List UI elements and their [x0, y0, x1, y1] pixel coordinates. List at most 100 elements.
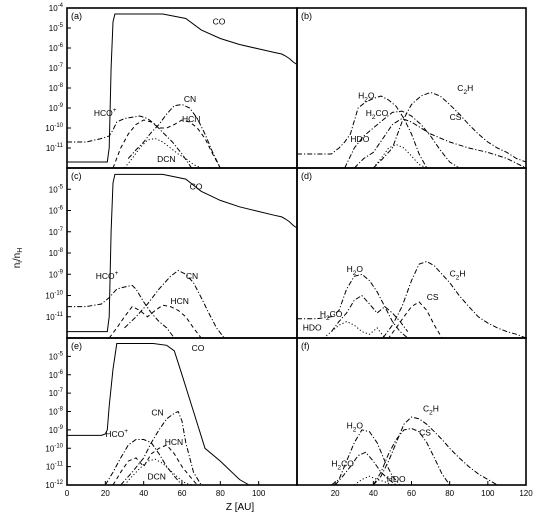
- series-h2co-line: [334, 451, 404, 486]
- series-hco-line: [67, 284, 175, 339]
- panel-c: (c) 10-5 10-6 10-7 10-8 10-9 10-10 10-11 CO CN HCN…: [45, 167, 298, 339]
- series-hdo-line: [372, 143, 428, 169]
- annotation-cs: CS: [419, 427, 431, 437]
- panel-label: (d): [301, 171, 312, 181]
- series-h2co-line: [331, 294, 409, 332]
- panel-label: (a): [71, 11, 82, 21]
- y-tick-label: 10-7: [49, 227, 64, 237]
- annotation-dcn: DCN: [157, 154, 175, 164]
- series-hcn-line: [112, 444, 205, 486]
- annotation-cn: CN: [186, 271, 198, 281]
- annotation-hcn: HCN: [171, 296, 189, 306]
- x-tick-label: 0: [65, 489, 70, 498]
- x-tick-label: 20: [331, 489, 340, 498]
- series-c2h-line: [372, 91, 527, 169]
- annotation-hdo: HDO: [387, 474, 406, 484]
- annotation-c2h: C2H: [450, 268, 466, 281]
- annotation-cs: CS: [450, 112, 462, 122]
- series-cs-line: [353, 117, 527, 169]
- y-tick-label: 10-10: [45, 443, 63, 453]
- panel-e: (e) 10-5 10-6 10-7 10-8 10-9 10-10 10-11 10-120 2…: [45, 337, 298, 498]
- y-tick-label: 10-7: [49, 63, 64, 73]
- series-co-line: [67, 13, 298, 163]
- y-tick-label: 10-12: [45, 480, 63, 490]
- series-h2co-line: [344, 110, 460, 169]
- panel-label: (f): [301, 341, 310, 351]
- x-tick-label: 80: [445, 489, 454, 498]
- x-axis-title: Z [AU]: [226, 502, 255, 513]
- y-axis-title: ni/nH: [12, 248, 24, 269]
- panel-f: (f) 20 40 60 80 100 120 CS HDO H2O C2H H2CO: [296, 337, 533, 498]
- annotation-cn: CN: [151, 408, 163, 418]
- annotation-h2co: H2CO: [366, 108, 389, 121]
- y-tick-label: 10-7: [49, 388, 64, 398]
- annotation-dcn: DCN: [148, 471, 166, 481]
- y-tick-label: 10-9: [49, 425, 64, 435]
- y-tick-label: 10-11: [46, 312, 64, 322]
- annotation-co: CO: [213, 16, 226, 26]
- annotation-co: CO: [190, 181, 203, 191]
- annotation-co: CO: [192, 343, 205, 353]
- x-tick-label: 60: [407, 489, 416, 498]
- annotation-h2o: H2O: [347, 420, 364, 433]
- annotation-c2h: C2H: [423, 404, 439, 417]
- panel-d: (d) CS HDO H2O C2H H2CO: [296, 167, 527, 339]
- panel-b: (b) CS HDO H2O C2H H2CO: [296, 7, 527, 169]
- y-tick-label: 10-8: [49, 248, 64, 258]
- series-hdo-line: [323, 320, 386, 339]
- annotation-hco-plus: HCO+: [94, 107, 117, 118]
- y-tick-label: 10-11: [46, 462, 64, 472]
- annotation-cs: CS: [427, 292, 439, 302]
- panel-frame: [296, 7, 527, 169]
- panel-label: (b): [301, 11, 312, 21]
- series-hcn-line: [112, 119, 221, 169]
- x-tick-label: 120: [519, 489, 533, 498]
- series-dcn-line: [124, 458, 194, 486]
- y-tick-label: 10-11: [46, 143, 64, 153]
- y-tick-label: 10-5: [49, 23, 64, 33]
- annotation-h2co: H2CO: [331, 459, 354, 472]
- series-cn-line: [124, 269, 232, 339]
- panel-frame: [66, 337, 298, 486]
- series-c2h-line: [372, 416, 498, 486]
- annotation-c2h: C2H: [457, 83, 473, 96]
- y-tick-label: 10-10: [45, 123, 63, 133]
- y-tick-label: 10-5: [49, 351, 64, 361]
- annotation-hcn: HCN: [165, 437, 183, 447]
- x-tick-label: 20: [101, 489, 110, 498]
- y-tick-label: 10-5: [49, 184, 64, 194]
- y-tick-label: 10-8: [49, 407, 64, 417]
- panel-frame: [66, 167, 298, 339]
- y-tick-label: 10-8: [49, 83, 64, 93]
- y-tick-label: 10-4: [49, 3, 64, 13]
- series-cs-line: [372, 427, 451, 486]
- annotation-hco-plus: HCO+: [105, 428, 128, 439]
- annotation-h2o: H2O: [347, 264, 364, 277]
- panel-label: (c): [71, 171, 82, 181]
- y-tick-label: 10-9: [49, 269, 64, 279]
- annotation-h2o: H2O: [358, 90, 375, 103]
- y-tick-label: 10-6: [49, 43, 64, 53]
- y-tick-label: 10-10: [45, 291, 63, 301]
- y-tick-label: 10-6: [49, 370, 64, 380]
- series-h2o-line: [297, 273, 409, 339]
- series-co-line: [67, 173, 298, 333]
- series-cn-line: [120, 410, 209, 486]
- x-tick-label: 100: [252, 489, 266, 498]
- panel-label: (e): [71, 341, 82, 351]
- panel-frame: [66, 7, 298, 169]
- series-hco-line: [67, 115, 193, 169]
- panel-a: (a) 10-4 10-5 10-6 10-7 10-8 10-9 10-10 10-11 CO C…: [45, 3, 298, 169]
- series-h2o-line: [331, 429, 408, 486]
- annotation-hdo: HDO: [303, 323, 322, 333]
- series-dcn-line: [124, 137, 202, 169]
- x-tick-label: 40: [139, 489, 148, 498]
- series-h2o-line: [297, 95, 428, 169]
- x-tick-label: 100: [481, 489, 495, 498]
- series-c2h-line: [373, 260, 527, 339]
- annotation-h2co: H2CO: [320, 309, 343, 322]
- annotation-cn: CN: [184, 94, 196, 104]
- annotation-hco-plus: HCO+: [96, 270, 119, 281]
- x-tick-label: 80: [216, 489, 225, 498]
